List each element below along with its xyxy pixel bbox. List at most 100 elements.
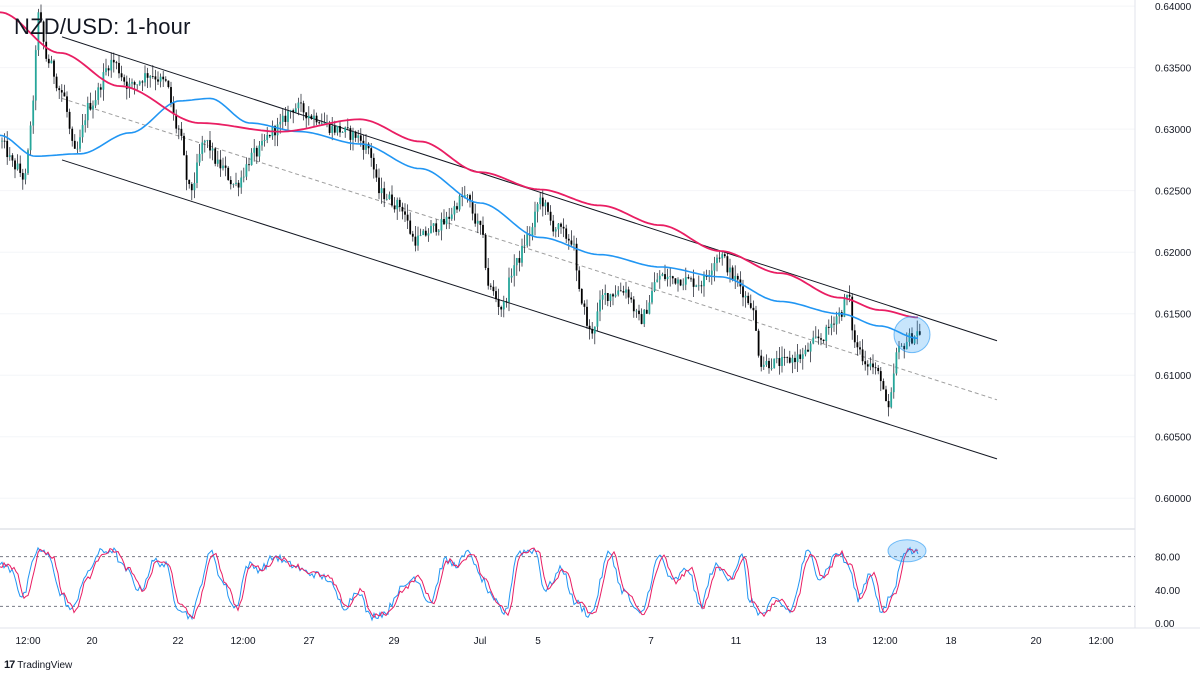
candle-down <box>866 364 869 367</box>
candle-up <box>203 140 206 143</box>
stoch-d-line <box>0 547 919 620</box>
time-tick-label: 13 <box>815 636 827 647</box>
candle-down <box>123 77 126 82</box>
candle-down <box>112 59 115 63</box>
candle-down <box>619 290 622 292</box>
candle-down <box>705 275 708 278</box>
candle-up <box>1 140 3 142</box>
tradingview-branding: 17 TradingView <box>4 659 72 671</box>
candle-up <box>261 141 263 146</box>
candle-up <box>526 234 529 246</box>
candle-down <box>671 276 674 279</box>
candle-down <box>768 360 770 369</box>
candle-up <box>734 275 737 280</box>
candle-up <box>544 202 547 207</box>
candle-down <box>547 202 549 212</box>
candle-down <box>409 220 412 234</box>
time-tick-label: 7 <box>648 636 654 647</box>
candle-up <box>593 326 596 334</box>
candle-up <box>775 358 778 359</box>
candle-up <box>916 331 919 337</box>
candle-down <box>879 371 882 382</box>
candle-up <box>502 301 505 310</box>
candle-down <box>731 267 734 280</box>
candle-down <box>640 314 643 324</box>
candle-up <box>476 220 479 224</box>
candle-up <box>258 145 261 157</box>
candle-up <box>648 302 651 314</box>
candle-down <box>575 243 578 271</box>
candle-down <box>856 342 859 348</box>
channel-mid-line <box>61 97 998 401</box>
candle-down <box>492 286 495 292</box>
candle-down <box>718 257 721 259</box>
candle-down <box>783 356 786 358</box>
candle-up <box>240 177 243 188</box>
candle-up <box>136 84 139 86</box>
candle-down <box>21 172 24 180</box>
candle-down <box>164 79 167 81</box>
price-axis-labels: 0.64000 0.63500 0.63000 0.62500 0.62000 0.615… <box>1155 2 1192 505</box>
candle-down <box>627 289 630 298</box>
candle-up <box>380 188 383 194</box>
candle-down <box>505 301 508 303</box>
candle-down <box>383 188 386 200</box>
candle-down <box>406 214 409 221</box>
candle-up <box>890 392 893 408</box>
candle-up <box>796 354 799 363</box>
candle-up <box>513 265 516 276</box>
candle-down <box>284 115 287 122</box>
candle-up <box>573 243 575 245</box>
candle-up <box>677 279 679 284</box>
candle-up <box>604 292 607 295</box>
candle-up <box>289 110 292 112</box>
price-tick-label: 0.62500 <box>1155 187 1192 198</box>
candle-down <box>435 223 438 232</box>
candle-down <box>3 140 6 142</box>
candle-down <box>268 135 271 137</box>
candle-down <box>632 299 635 312</box>
candle-down <box>391 194 393 206</box>
candle-down <box>229 179 232 185</box>
candle-down <box>674 278 677 284</box>
candle-down <box>359 135 362 141</box>
candle-up <box>144 73 146 83</box>
candle-down <box>224 165 227 168</box>
candle-up <box>905 341 908 350</box>
channel-lower-line <box>61 159 998 460</box>
candle-down <box>99 87 102 90</box>
time-tick-label: 20 <box>86 636 98 647</box>
stoch-tick-label: 80.00 <box>1155 553 1180 564</box>
candle-down <box>89 102 92 110</box>
candle-up <box>385 199 388 200</box>
candle-up <box>825 326 828 341</box>
candle-up <box>326 122 328 124</box>
candle-down <box>872 363 874 368</box>
candle-down <box>807 349 809 352</box>
candle-down <box>73 140 76 149</box>
candle-down <box>237 182 240 188</box>
candle-down <box>755 310 757 331</box>
candle-down <box>346 127 349 129</box>
candle-up <box>463 195 466 197</box>
candle-up <box>557 223 560 230</box>
candle-up <box>201 142 204 154</box>
candle-down <box>125 81 128 89</box>
candle-down <box>859 347 861 350</box>
price-tick-label: 0.61500 <box>1155 310 1192 321</box>
candle-up <box>515 258 518 266</box>
candle-up <box>617 290 620 295</box>
price-tick-label: 0.63000 <box>1155 125 1192 136</box>
candle-up <box>635 310 638 312</box>
candle-up <box>32 100 35 126</box>
candle-down <box>742 286 744 298</box>
candle-down <box>786 357 789 358</box>
chart-title: NZD/USD: 1-hour <box>14 14 191 39</box>
candle-up <box>242 176 245 178</box>
candle-down <box>757 330 760 356</box>
candle-down <box>167 80 170 88</box>
candle-up <box>830 323 833 328</box>
candle-down <box>219 159 222 169</box>
candle-down <box>248 164 250 166</box>
